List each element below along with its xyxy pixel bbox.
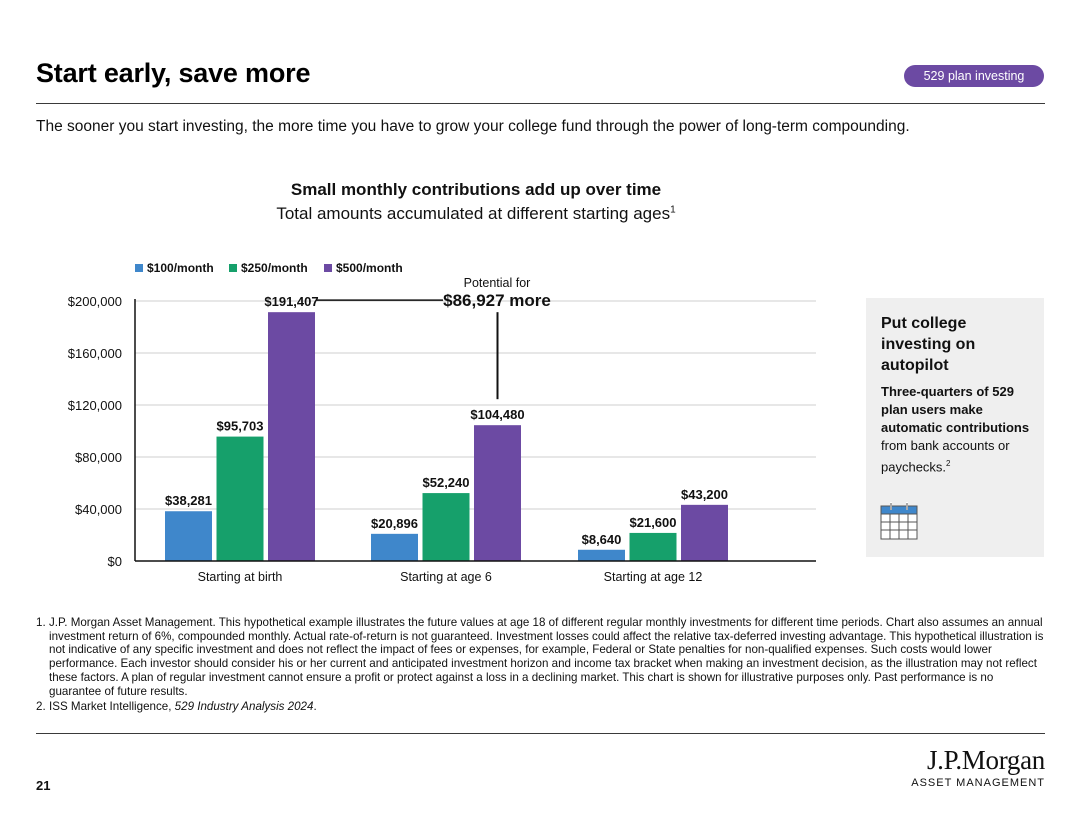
y-tick-label: $40,000 xyxy=(75,502,122,517)
page-subtitle: The sooner you start investing, the more… xyxy=(36,118,910,135)
footnote-2-number: 2. xyxy=(36,700,46,714)
footnote-2-text: ISS Market Intelligence, xyxy=(49,700,175,714)
chart-subtitle-text: Total amounts accumulated at different s… xyxy=(276,204,671,223)
bar xyxy=(474,425,521,561)
footnote-1-number: 1. xyxy=(36,616,46,629)
bar xyxy=(629,532,677,561)
jpmorgan-logo: J.P.Morgan ASSET MANAGEMENT xyxy=(890,745,1045,790)
footnote-2-end: . xyxy=(313,700,317,714)
footnote-1: 1. J.P. Morgan Asset Management. This hyp… xyxy=(36,616,1046,698)
chart-title: Small monthly contributions add up over … xyxy=(290,180,662,199)
callout-panel: Put college investing on autopilot Three… xyxy=(866,298,1044,557)
y-tick-label: $80,000 xyxy=(75,450,122,465)
y-tick-label: $120,000 xyxy=(68,398,122,413)
bar xyxy=(165,511,212,561)
data-label: $20,896 xyxy=(371,516,418,531)
topic-badge: 529 plan investing xyxy=(904,65,1044,87)
legend-swatch xyxy=(135,264,143,272)
data-label: $191,407 xyxy=(264,294,318,309)
chart-subtitle: Total amounts accumulated at different s… xyxy=(136,204,816,224)
data-label: $52,240 xyxy=(423,475,470,490)
data-label: $43,200 xyxy=(681,487,728,502)
callout-body: Three-quarters of 529 plan users make au… xyxy=(881,383,1031,476)
legend-label: $500/month xyxy=(336,261,403,275)
x-tick-label: Starting at age 6 xyxy=(400,570,492,584)
footnote-2-source-title: 529 Industry Analysis 2024 xyxy=(174,700,314,714)
header-divider xyxy=(36,103,1045,104)
x-tick-label: Starting at birth xyxy=(198,570,283,584)
footnote-2: 2. ISS Market Intelligence, 529 Industry … xyxy=(36,700,1046,714)
bar-chart: $0 $40,000 $80,000 $120,000 $160,000 $200,000… xyxy=(68,261,816,584)
y-tick-label: $200,000 xyxy=(68,294,122,309)
bar xyxy=(422,493,470,561)
data-label: $38,281 xyxy=(165,493,212,508)
annotation-value: $86,927 more xyxy=(443,291,551,310)
annotation-prefix: Potential for xyxy=(464,276,531,290)
callout-title: Put college investing on autopilot xyxy=(881,315,976,374)
legend-label: $250/month xyxy=(241,261,308,275)
bar xyxy=(268,312,315,561)
x-tick-label: Starting at age 12 xyxy=(604,570,703,584)
bar xyxy=(216,436,264,561)
data-label: $8,640 xyxy=(582,532,622,547)
y-tick-label: $160,000 xyxy=(68,346,122,361)
footer-divider xyxy=(36,733,1045,734)
logo-wordmark: J.P.Morgan xyxy=(926,745,1045,775)
chart-subtitle-footnote: 1 xyxy=(670,204,676,216)
data-label: $104,480 xyxy=(470,407,524,422)
legend-label: $100/month xyxy=(147,261,214,275)
callout-footnote: 2 xyxy=(946,459,951,468)
footnotes: 1. J.P. Morgan Asset Management. This hyp… xyxy=(36,616,1046,714)
page-title: Start early, save more xyxy=(36,58,311,88)
calendar-icon xyxy=(880,502,918,540)
callout-body-rest: from bank accounts or paychecks. xyxy=(881,438,1010,475)
data-label: $95,703 xyxy=(217,419,264,434)
callout-body-bold: Three-quarters of 529 plan users make au… xyxy=(881,384,1030,435)
logo-subtitle: ASSET MANAGEMENT xyxy=(911,777,1045,789)
legend-swatch xyxy=(324,264,332,272)
bar xyxy=(578,549,625,561)
y-tick-label: $0 xyxy=(108,554,122,569)
legend-swatch xyxy=(229,264,237,272)
data-label: $21,600 xyxy=(630,515,677,530)
bar xyxy=(371,533,418,561)
bar xyxy=(681,504,728,561)
footnote-1-text: J.P. Morgan Asset Management. This hypot… xyxy=(49,616,1044,698)
page-number: 21 xyxy=(36,778,51,793)
